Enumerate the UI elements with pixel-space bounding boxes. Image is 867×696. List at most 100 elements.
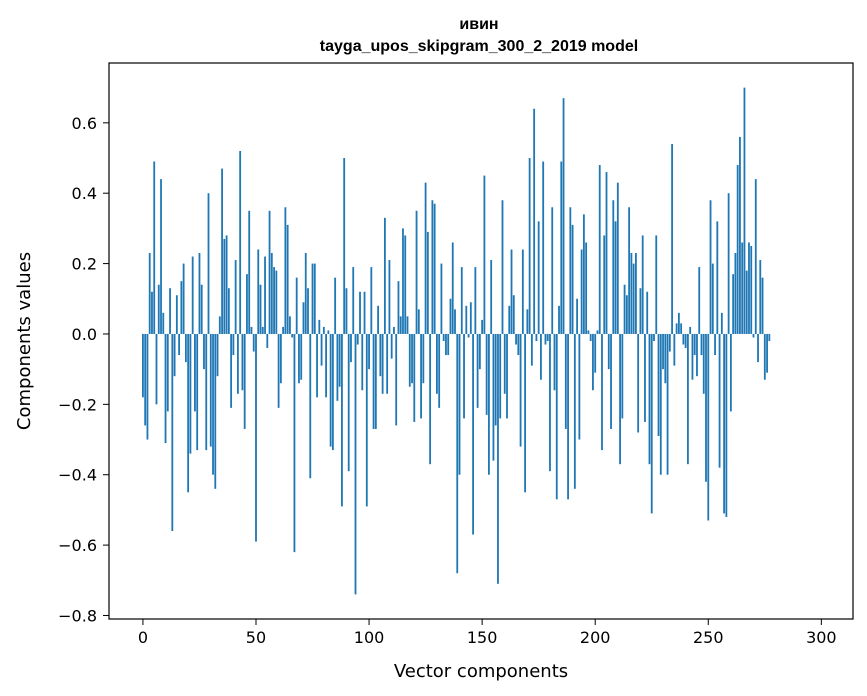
bar <box>393 326 395 334</box>
bar <box>573 333 576 489</box>
bar <box>449 298 452 334</box>
bar <box>693 333 696 356</box>
bar <box>748 242 750 334</box>
bar <box>725 333 728 517</box>
bar <box>616 182 619 334</box>
bar <box>404 235 407 334</box>
bar <box>528 158 531 334</box>
bar <box>275 270 278 334</box>
bar <box>564 333 567 429</box>
bar <box>569 207 572 334</box>
bar <box>632 263 635 334</box>
bar <box>524 333 526 493</box>
bar <box>463 333 465 419</box>
bar <box>580 249 583 334</box>
bar <box>426 231 429 334</box>
bar <box>221 168 223 334</box>
bar <box>646 291 649 334</box>
bar <box>567 333 569 500</box>
bar <box>476 333 479 408</box>
bar <box>628 207 631 334</box>
bar <box>279 333 282 384</box>
bar <box>318 319 321 334</box>
bar <box>237 333 239 394</box>
bar <box>494 333 497 426</box>
bar <box>521 249 524 334</box>
bar <box>261 326 264 334</box>
bar <box>540 333 542 380</box>
bar <box>406 316 409 334</box>
bar <box>653 333 655 341</box>
bar <box>752 333 755 338</box>
bar <box>691 333 694 380</box>
bar <box>230 333 233 408</box>
bar <box>488 333 490 475</box>
bar <box>363 291 366 334</box>
bar <box>601 333 603 451</box>
bar <box>142 333 144 398</box>
bar <box>515 333 517 345</box>
bar <box>227 288 230 334</box>
bar <box>490 260 493 334</box>
bar <box>420 333 422 419</box>
bar <box>329 333 332 447</box>
bar <box>445 333 447 356</box>
bar <box>205 333 208 451</box>
bar <box>603 235 606 334</box>
bar <box>592 333 594 391</box>
bar <box>741 242 744 334</box>
bar <box>743 87 746 334</box>
bar <box>166 333 169 412</box>
bar <box>178 333 181 356</box>
chart-subtitle: tayga_upos_skipgram_300_2_2019 model <box>320 38 638 55</box>
y-tick-label: −0.6 <box>58 536 97 555</box>
bar <box>415 210 418 334</box>
bar <box>214 333 217 489</box>
bar <box>530 333 533 366</box>
chart-title: ивин <box>459 16 498 33</box>
bar <box>395 333 398 426</box>
bar <box>625 295 628 334</box>
y-tick-label: −0.4 <box>58 466 97 485</box>
bar <box>286 224 289 334</box>
x-tick-label: 200 <box>580 628 611 647</box>
bar <box>723 333 726 514</box>
bar <box>662 333 664 370</box>
bar <box>298 333 300 384</box>
bar <box>607 333 610 370</box>
bar <box>499 333 502 419</box>
bar <box>465 305 468 334</box>
bar <box>372 333 375 429</box>
bar <box>377 305 380 334</box>
x-tick-label: 250 <box>693 628 724 647</box>
y-axis: −0.8 −0.6 −0.4 −0.2 0.0 0.2 0.4 0.6 <box>58 114 109 625</box>
bar <box>259 284 262 334</box>
bar <box>320 333 323 366</box>
bar <box>313 263 316 334</box>
bar <box>291 333 294 338</box>
bar <box>623 284 626 334</box>
bar <box>402 228 404 334</box>
bar <box>596 330 599 334</box>
x-tick-label: 50 <box>246 628 266 647</box>
bar <box>345 288 348 334</box>
bar <box>440 263 443 334</box>
bar-series <box>142 87 771 595</box>
bar <box>359 291 361 334</box>
bar <box>257 249 260 334</box>
bar <box>526 309 529 334</box>
bar <box>302 302 305 334</box>
bar <box>273 267 275 334</box>
bar <box>474 267 477 334</box>
bar <box>682 333 685 345</box>
bar <box>677 312 680 334</box>
bar <box>512 295 515 334</box>
bar <box>707 333 710 521</box>
bar <box>535 333 538 341</box>
bar <box>234 260 237 334</box>
bar <box>422 333 425 384</box>
bar <box>558 305 560 334</box>
bar <box>555 333 558 500</box>
bar <box>300 333 303 380</box>
